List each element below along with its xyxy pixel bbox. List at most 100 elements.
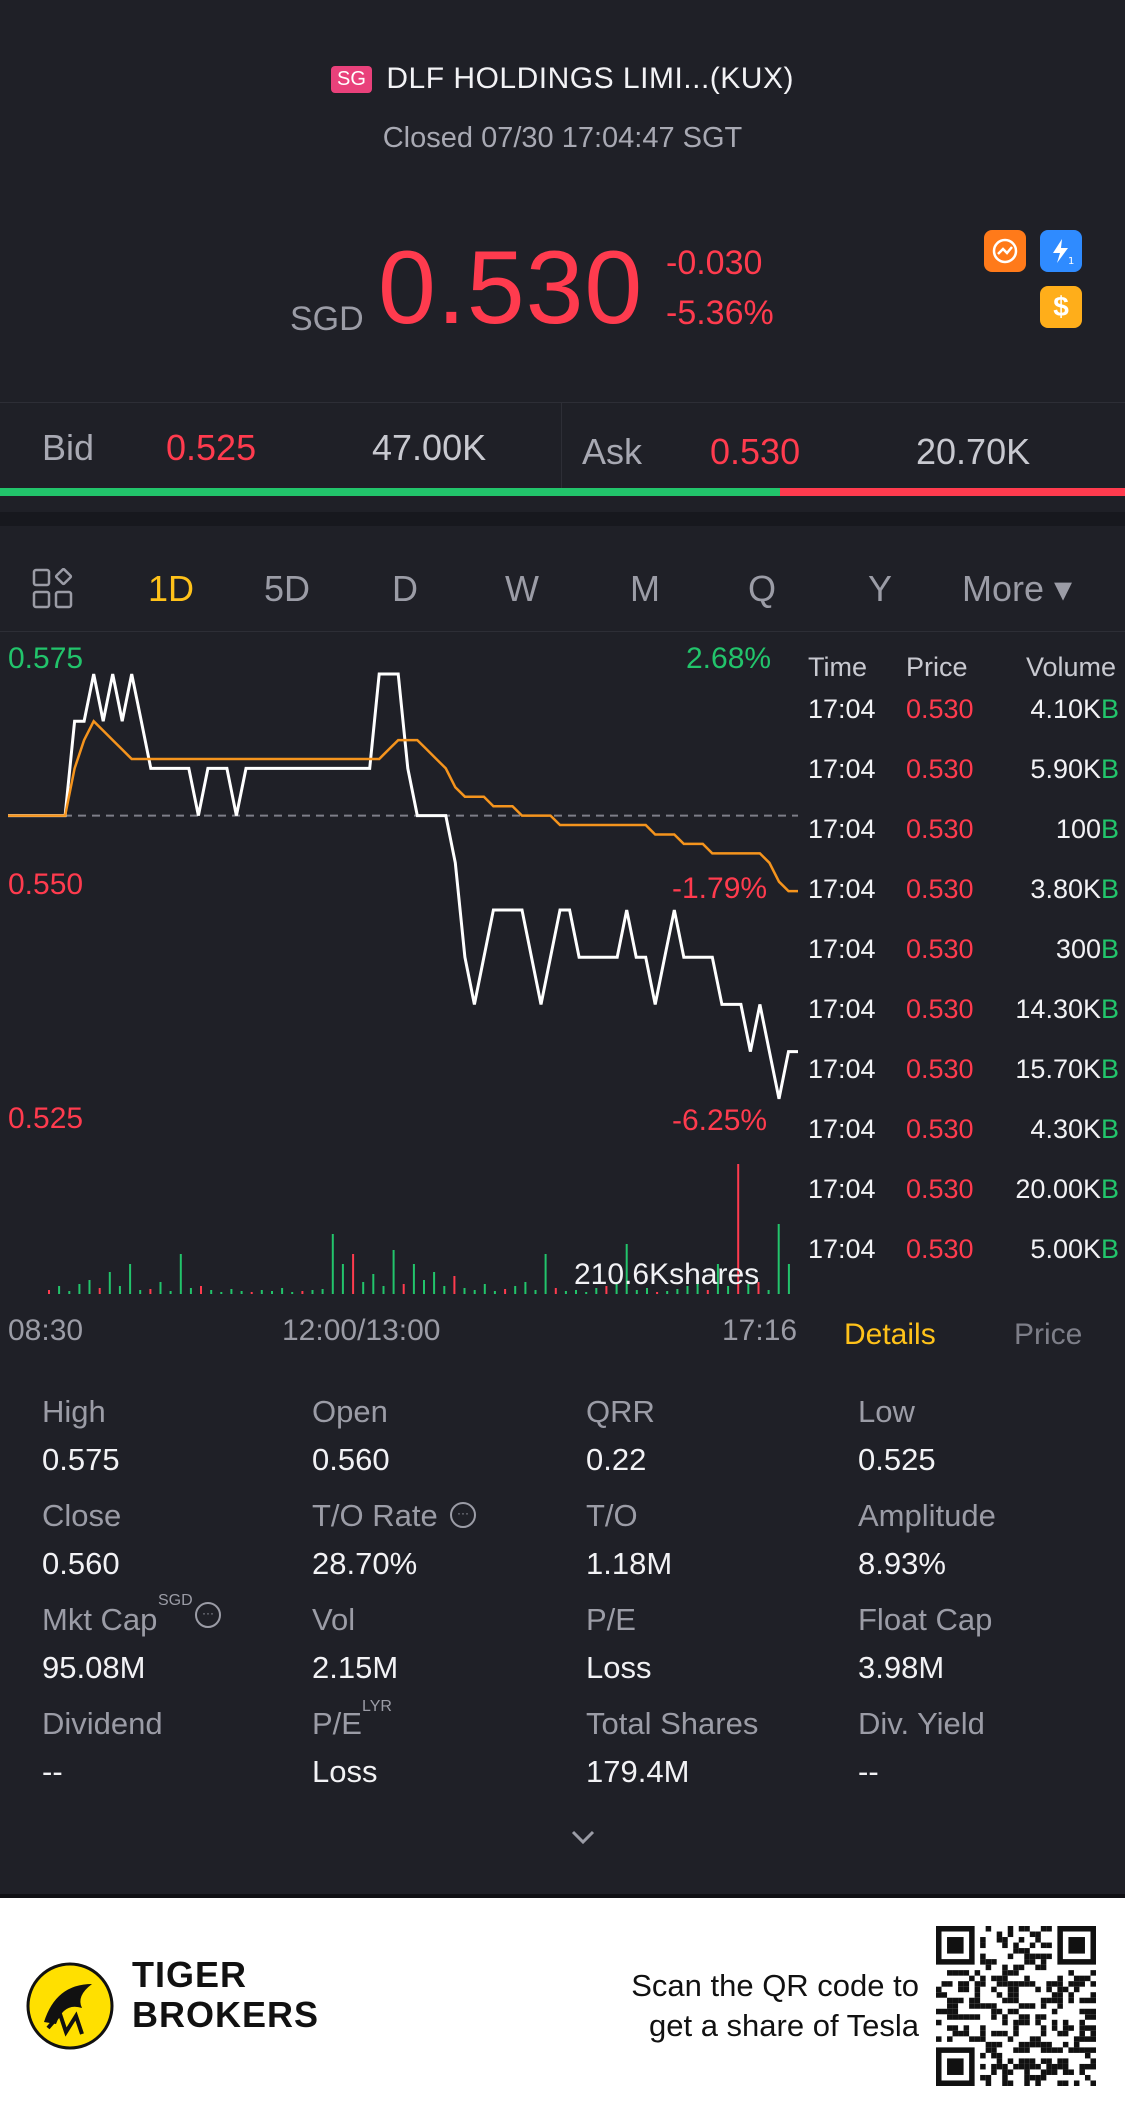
- period-tabs: 1D 5D D W M Q Y More ▾: [0, 512, 1125, 632]
- scan-line-1: Scan the QR code to: [631, 1968, 919, 2003]
- volume-bar: [585, 1292, 588, 1294]
- trade-price: 0.530: [906, 1174, 974, 1204]
- trade-row: 17:04 0.530 5.90KB: [800, 754, 1125, 814]
- stat-open-value: 0.560: [312, 1442, 390, 1477]
- ask-strength-bar: [780, 488, 1125, 496]
- volume-bar: [716, 1264, 719, 1294]
- trade-volume: 5.00KB: [1030, 1234, 1119, 1264]
- bid-ask-panel: Bid 0.525 47.00K Ask 0.530 20.70K: [0, 402, 1125, 492]
- qr-code: [936, 1926, 1096, 2086]
- volume-bar: [78, 1284, 81, 1294]
- expand-chevron-icon[interactable]: [568, 1822, 598, 1852]
- bid-ask-divider: [561, 403, 562, 491]
- bid-strength-bar: [0, 488, 780, 496]
- trade-volume: 4.10KB: [1030, 694, 1119, 724]
- trade-row: 17:04 0.530 20.00KB: [800, 1174, 1125, 1234]
- stat-vol-value: 2.15M: [312, 1650, 399, 1685]
- bid-price: 0.525: [166, 427, 257, 468]
- stat-pe-lyr-value: Loss: [312, 1754, 378, 1789]
- tab-d[interactable]: D: [392, 568, 418, 609]
- price-change: -0.030: [666, 244, 763, 282]
- col-volume: Volume: [1026, 652, 1117, 682]
- volume-bar: [321, 1289, 324, 1294]
- volume-bar: [230, 1289, 233, 1294]
- currency-label: SGD: [290, 300, 364, 338]
- tiger-logo-icon: [26, 1962, 114, 2050]
- tab-details[interactable]: Details: [844, 1318, 936, 1351]
- trade-price: 0.530: [906, 694, 974, 724]
- trade-time: 17:04: [808, 814, 876, 844]
- ask-volume: 20.70K: [916, 431, 1031, 472]
- volume-bar: [129, 1264, 132, 1294]
- tab-5d[interactable]: 5D: [264, 568, 311, 609]
- volume-bar: [98, 1288, 101, 1294]
- volume-bar: [514, 1286, 517, 1294]
- volume-bar: [88, 1280, 91, 1294]
- dollar-icon[interactable]: $: [1040, 286, 1082, 328]
- chart-badge-icon[interactable]: [984, 230, 1026, 272]
- stat-close-label: Close: [42, 1498, 122, 1533]
- more-info-icon[interactable]: ···: [195, 1602, 221, 1628]
- volume-bar: [189, 1288, 192, 1294]
- stat-mkt-cap-value: 95.08M: [42, 1650, 146, 1685]
- volume-bar: [757, 1282, 760, 1294]
- volume-bar: [504, 1289, 507, 1294]
- trade-side: B: [1100, 694, 1119, 724]
- trade-volume: 300B: [1055, 934, 1119, 964]
- mkt-cap-currency: SGD: [158, 1592, 193, 1609]
- trade-time: 17:04: [808, 1054, 876, 1084]
- volume-bar: [777, 1224, 780, 1294]
- tab-more[interactable]: More ▾: [962, 568, 1073, 609]
- volume-bar: [727, 1286, 730, 1294]
- stat-div-yield-label: Div. Yield: [858, 1706, 985, 1741]
- stat-close-value: 0.560: [42, 1546, 120, 1581]
- intraday-chart[interactable]: 0.575 0.550 0.525 2.68% -1.79% -6.25% 21…: [0, 634, 800, 1354]
- more-info-icon[interactable]: ···: [450, 1502, 476, 1528]
- tab-1d[interactable]: 1D: [148, 568, 195, 609]
- volume-bar: [58, 1286, 61, 1294]
- trade-row: 17:04 0.530 100B: [800, 814, 1125, 874]
- volume-bar: [281, 1288, 284, 1294]
- tab-m[interactable]: M: [630, 568, 660, 609]
- volume-bar: [68, 1291, 71, 1294]
- last-price: 0.530: [378, 230, 644, 346]
- trade-side: B: [1100, 1234, 1119, 1264]
- title-row: SG DLF HOLDINGS LIMI...(KUX): [0, 62, 1125, 97]
- brand-line-1: TIGER: [132, 1954, 248, 1995]
- trade-time: 17:04: [808, 694, 876, 724]
- volume-bar: [453, 1276, 456, 1294]
- x-label-start: 08:30: [8, 1314, 84, 1347]
- layout-grid-icon[interactable]: [32, 568, 74, 610]
- volume-bar: [615, 1284, 618, 1294]
- stat-div-yield-value: --: [858, 1754, 879, 1789]
- volume-bar: [635, 1290, 638, 1294]
- y-label-mid: 0.550: [8, 868, 84, 901]
- volume-bar: [200, 1286, 202, 1294]
- trade-time: 17:04: [808, 754, 876, 784]
- volume-bar: [666, 1291, 669, 1294]
- quote-header: SG DLF HOLDINGS LIMI...(KUX) Closed 07/3…: [0, 0, 1125, 400]
- tab-price[interactable]: Price: [1014, 1318, 1083, 1351]
- trade-volume: 100B: [1055, 814, 1119, 844]
- tab-q[interactable]: Q: [748, 568, 777, 609]
- volume-bar: [331, 1234, 334, 1294]
- trade-time: 17:04: [808, 1174, 876, 1204]
- time-and-sales: Time Price Volume 17:04 0.530 4.10KB 17:04 0…: [800, 634, 1125, 1364]
- svg-text:1: 1: [1068, 256, 1074, 266]
- lightning-icon[interactable]: 1: [1040, 230, 1082, 272]
- volume-bar: [625, 1244, 628, 1294]
- volume-bar: [362, 1282, 365, 1294]
- trade-row: 17:04 0.530 300B: [800, 934, 1125, 994]
- tab-y[interactable]: Y: [868, 568, 893, 609]
- volume-bar: [575, 1290, 577, 1294]
- average-line: [8, 719, 798, 893]
- trade-side: B: [1100, 1114, 1119, 1144]
- volume-bar: [341, 1264, 344, 1294]
- stat-total-shares-value: 179.4M: [586, 1754, 690, 1789]
- trade-price: 0.530: [906, 934, 974, 964]
- tab-w[interactable]: W: [505, 568, 539, 609]
- stat-pe-lyr-label: P/E: [312, 1706, 362, 1741]
- chart-canvas: [8, 672, 798, 1294]
- stock-title[interactable]: DLF HOLDINGS LIMI...(KUX): [386, 62, 794, 95]
- trade-side: B: [1100, 1054, 1119, 1084]
